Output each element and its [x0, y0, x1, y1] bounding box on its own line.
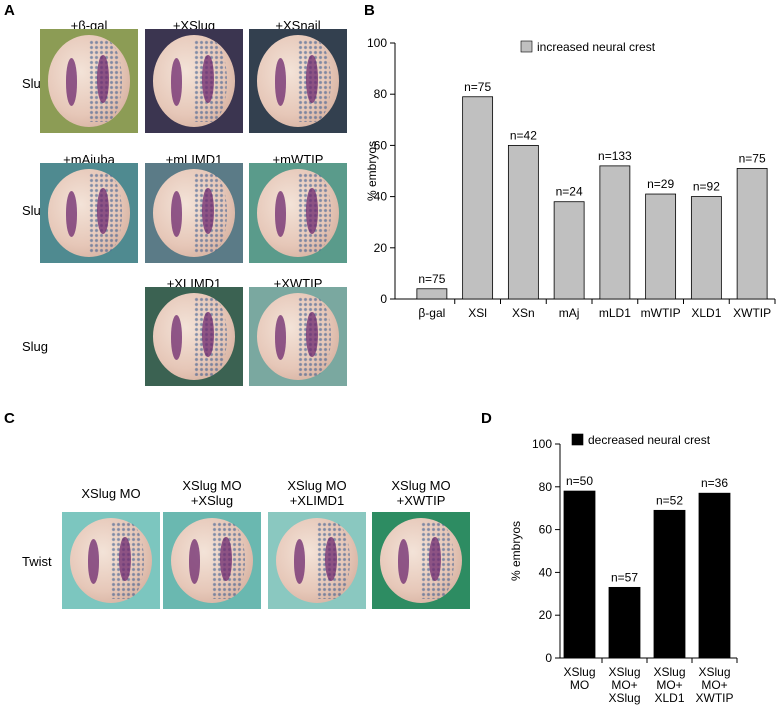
x-tick-label: XSlug MO+ XLD1: [653, 665, 685, 705]
row-label: Twist: [22, 554, 52, 569]
legend-label: decreased neural crest: [588, 433, 711, 447]
panel-label: C: [4, 410, 15, 427]
x-tick-label: XSn: [512, 306, 535, 320]
bar: [690, 196, 722, 300]
y-tick-label: 0: [545, 651, 552, 665]
y-axis-label: % embryos: [509, 521, 523, 581]
x-tick-label: XSlug MO+ XSlug: [608, 665, 640, 705]
bar-annotation: n=24: [556, 185, 583, 199]
x-tick-label: XSlug MO+ XWTIP: [696, 665, 734, 705]
x-tick-label: mLD1: [599, 306, 631, 320]
bar: [736, 168, 768, 300]
bar-annotation: n=36: [701, 476, 728, 490]
embryo-photo: [163, 512, 261, 609]
bar: [462, 96, 494, 300]
embryo-photo: [62, 512, 160, 609]
bar-annotation: n=75: [418, 272, 445, 286]
y-tick-label: 60: [539, 523, 553, 537]
embryo-photo: [268, 512, 366, 609]
embryo-photo: [40, 163, 138, 263]
y-tick-label: 0: [380, 292, 387, 306]
embryo-photo: [145, 287, 243, 386]
bar-annotation: n=133: [598, 149, 632, 163]
embryo-photo: [249, 29, 347, 133]
x-tick-label: XSl: [468, 306, 487, 320]
bar: [553, 201, 585, 300]
bar: [563, 490, 596, 659]
y-tick-label: 60: [374, 138, 388, 152]
embryo-photo: [145, 163, 243, 263]
bar: [599, 165, 631, 300]
y-tick-label: 80: [539, 480, 553, 494]
y-tick-label: 100: [367, 36, 387, 50]
legend-swatch: [571, 433, 584, 446]
panel-label: D: [481, 410, 492, 427]
bar: [645, 193, 677, 300]
image-caption: XSlug MO: [81, 486, 141, 501]
image-caption: XSlug MO +XLIMD1: [287, 478, 347, 508]
embryo-photo: [249, 163, 347, 263]
x-tick-label: XWTIP: [733, 306, 771, 320]
y-tick-label: 20: [374, 241, 388, 255]
bar-annotation: n=29: [647, 177, 674, 191]
bar: [507, 144, 539, 300]
panel-label: B: [364, 2, 375, 19]
bar-annotation: n=52: [656, 493, 683, 507]
bar: [653, 509, 686, 659]
embryo-photo: [249, 287, 347, 386]
y-axis-label: % embryos: [365, 141, 379, 201]
bar-annotation: n=75: [739, 151, 766, 165]
x-tick-label: mAj: [559, 306, 580, 320]
embryo-photo: [372, 512, 470, 609]
bar-annotation: n=50: [566, 474, 593, 488]
x-tick-label: XSlug MO: [563, 665, 595, 692]
image-caption: XSlug MO +XWTIP: [391, 478, 451, 508]
y-tick-label: 80: [374, 87, 388, 101]
y-tick-label: 40: [539, 565, 553, 579]
bar-annotation: n=92: [693, 180, 720, 194]
y-tick-label: 20: [539, 608, 553, 622]
bar: [416, 288, 448, 300]
bar-annotation: n=42: [510, 128, 537, 142]
embryo-photo: [40, 29, 138, 133]
y-tick-label: 40: [374, 190, 388, 204]
x-tick-label: mWTIP: [641, 306, 681, 320]
bar-annotation: n=75: [464, 80, 491, 94]
legend-swatch: [520, 40, 533, 53]
bar-annotation: n=57: [611, 570, 638, 584]
image-caption: XSlug MO +XSlug: [182, 478, 242, 508]
y-tick-label: 100: [532, 437, 552, 451]
bar: [698, 492, 731, 659]
embryo-photo: [145, 29, 243, 133]
x-tick-label: β-gal: [418, 306, 445, 320]
bar: [608, 586, 641, 659]
x-tick-label: XLD1: [691, 306, 721, 320]
legend-label: increased neural crest: [537, 40, 656, 54]
panel-label: A: [4, 2, 15, 19]
row-label: Slug: [22, 339, 49, 354]
